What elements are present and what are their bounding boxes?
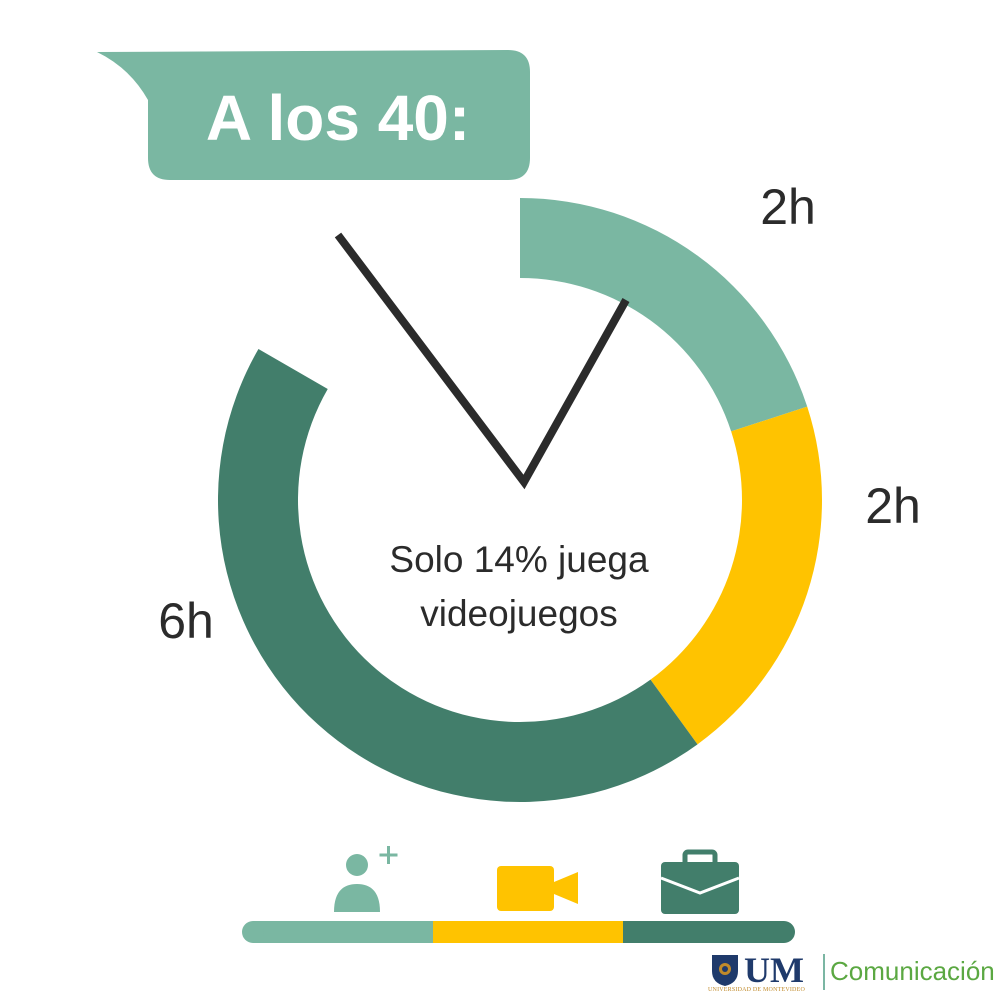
briefcase-icon xyxy=(660,849,740,914)
person-add-icon xyxy=(334,846,398,912)
title-bubble: A los 40: xyxy=(97,50,530,180)
brand-logo-subtext: UNIVERSIDAD DE MONTEVIDEO xyxy=(708,987,805,993)
video-camera-icon xyxy=(497,866,578,911)
title-bubble-shape xyxy=(97,50,530,180)
legend-bar-work xyxy=(623,921,784,943)
donut-chart xyxy=(217,198,822,803)
center-text-line-2: videojuegos xyxy=(420,593,617,634)
segment-label-social: 2h xyxy=(760,179,816,235)
legend-bar-cap-left xyxy=(242,921,264,943)
clock-hand-lines xyxy=(334,232,630,490)
donut-segment-social xyxy=(520,198,808,432)
legend-bar-media xyxy=(433,921,623,943)
legend-bar-social xyxy=(253,921,433,943)
brand-divider xyxy=(823,954,825,990)
center-text-line-1: Solo 14% juega xyxy=(389,539,649,580)
segment-label-media: 2h xyxy=(865,478,921,534)
segment-label-work: 6h xyxy=(158,593,214,649)
donut-segment-media xyxy=(650,406,822,745)
brand-logo-text: UM xyxy=(744,950,804,990)
brand-name: Comunicación xyxy=(830,956,995,986)
legend-bar-cap-right xyxy=(773,921,795,943)
brand-logo: UM UNIVERSIDAD DE MONTEVIDEO Comunicació… xyxy=(708,950,995,996)
chart-title: A los 40: xyxy=(206,82,470,154)
shield-icon xyxy=(712,955,738,986)
donut-segment-work xyxy=(217,349,698,803)
legend-bar xyxy=(242,921,795,943)
clock-hands xyxy=(334,232,630,490)
